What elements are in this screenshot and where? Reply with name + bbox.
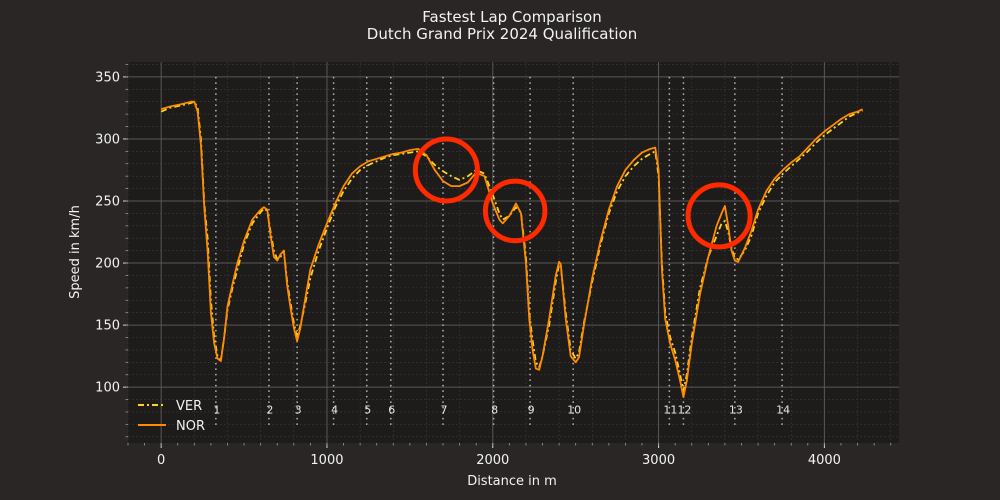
corner-label-14: 14 xyxy=(776,403,790,416)
corner-label-6: 6 xyxy=(388,403,395,416)
x-tick-label: 0 xyxy=(157,453,165,468)
corner-label-5: 5 xyxy=(364,403,371,416)
y-tick-label: 350 xyxy=(95,70,120,85)
plot-area xyxy=(128,62,899,443)
y-tick-label: 150 xyxy=(95,319,120,334)
chart-title: Fastest Lap Comparison xyxy=(422,8,601,26)
y-tick-label: 250 xyxy=(95,194,120,209)
corner-label-4: 4 xyxy=(331,403,338,416)
x-tick-label: 1000 xyxy=(310,453,343,468)
series-layer xyxy=(160,100,863,398)
y-tick-label: 100 xyxy=(95,381,120,396)
corner-label-8: 8 xyxy=(491,403,498,416)
highlight-circle-2 xyxy=(482,178,548,244)
x-axis-ticks: 0 1000 2000 3000 4000 xyxy=(127,443,892,468)
y-tick-label: 300 xyxy=(95,132,120,147)
corner-label-2: 2 xyxy=(266,403,273,416)
chart-subtitle: Dutch Grand Prix 2024 Qualification xyxy=(367,25,637,43)
highlight-circles xyxy=(412,136,753,250)
corner-label-1: 1 xyxy=(213,403,220,416)
y-axis-ticks: 100 150 200 250 300 350 xyxy=(95,64,128,438)
corner-label-3: 3 xyxy=(295,403,302,416)
corner-label-13: 13 xyxy=(729,403,743,416)
corner-label-7: 7 xyxy=(441,403,448,416)
corner-label-12: 12 xyxy=(677,403,691,416)
corner-label-11: 11 xyxy=(663,403,677,416)
y-tick-label: 200 xyxy=(95,257,120,272)
legend-ver-label: VER xyxy=(176,399,202,414)
major-grid xyxy=(128,62,899,443)
highlight-circle-3 xyxy=(685,182,753,250)
corner-labels: 1 2 3 4 5 6 7 8 9 10 11 12 13 14 xyxy=(213,403,790,416)
x-tick-label: 3000 xyxy=(642,453,675,468)
legend-nor-label: NOR xyxy=(176,419,205,434)
x-axis-label: Distance in m xyxy=(467,474,557,489)
corner-label-9: 9 xyxy=(528,403,535,416)
y-axis-label: Speed in km/h xyxy=(68,205,83,299)
minor-grid xyxy=(127,62,899,443)
highlight-circle-1 xyxy=(412,136,480,204)
x-tick-label: 2000 xyxy=(476,453,509,468)
x-tick-label: 4000 xyxy=(808,453,841,468)
corner-label-10: 10 xyxy=(567,403,581,416)
series-line-ver xyxy=(160,100,863,392)
legend: VER NOR xyxy=(138,399,205,434)
series-line-nor xyxy=(160,100,863,398)
